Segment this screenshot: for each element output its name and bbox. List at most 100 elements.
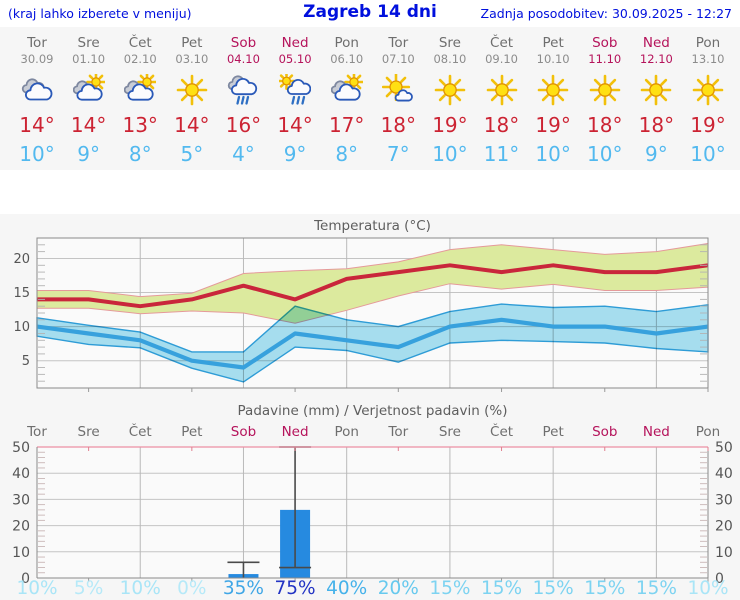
precip-probability: 0% bbox=[177, 578, 207, 599]
day-name: Sre bbox=[77, 35, 100, 51]
min-temp-line bbox=[36, 317, 709, 370]
day-name: Ned bbox=[281, 35, 309, 51]
precip-day-label: Ned bbox=[281, 424, 309, 440]
precip-day-label: Sre bbox=[77, 424, 100, 440]
precip-probability: 5% bbox=[73, 578, 104, 599]
day-name: Čet bbox=[128, 35, 152, 51]
high-temp: 18° bbox=[587, 113, 623, 137]
precip-ytick-right: 50 bbox=[715, 440, 733, 456]
precip-probability: 20% bbox=[377, 578, 419, 599]
day-column: Tor 07.10 18° 7° bbox=[372, 27, 424, 170]
precip-ytick-right: 40 bbox=[715, 466, 733, 482]
day-name: Sob bbox=[230, 35, 257, 51]
day-column: Pon 13.10 19° 10° bbox=[682, 27, 734, 170]
precip-ytick-left: 0 bbox=[21, 571, 30, 587]
precip-ytick-left: 20 bbox=[12, 519, 30, 535]
day-name: Pon bbox=[334, 35, 359, 51]
charts-svg: 5 10 15 20 0 0 10 10 20 20 30 30 40 40 50 50 bbox=[12, 237, 733, 587]
day-column: Sre 01.10 14° 9° bbox=[63, 27, 115, 170]
sunny-icon bbox=[692, 74, 724, 106]
temp-ytick-label: 15 bbox=[13, 286, 30, 301]
partly-icon bbox=[124, 74, 156, 106]
temp-ytick-label: 5 bbox=[22, 354, 30, 369]
partly-icon bbox=[331, 74, 363, 106]
day-name: Ned bbox=[642, 35, 670, 51]
day-name: Pet bbox=[181, 35, 203, 51]
day-column: Čet 02.10 13° 8° bbox=[114, 27, 166, 170]
low-temp: 9° bbox=[283, 142, 307, 166]
low-temp: 10° bbox=[432, 142, 468, 166]
precip-day-label: Pet bbox=[181, 424, 203, 440]
day-date: 01.10 bbox=[72, 52, 106, 66]
day-column: Sre 08.10 19° 10° bbox=[424, 27, 476, 170]
precip-probability: 15% bbox=[635, 578, 677, 599]
precip-day-label: Čet bbox=[128, 424, 152, 440]
day-date: 10.10 bbox=[536, 52, 570, 66]
day-column: Ned 12.10 18° 9° bbox=[630, 27, 682, 170]
precip-whisker bbox=[227, 561, 260, 578]
low-temp: 10° bbox=[19, 142, 55, 166]
precip-ytick-right: 10 bbox=[715, 545, 733, 561]
low-temp: 10° bbox=[690, 142, 726, 166]
precip-probability: 10% bbox=[16, 578, 58, 599]
precipitation-chart-title: Padavine (mm) / Verjetnost padavin (%) bbox=[237, 403, 508, 419]
precip-ytick-left: 30 bbox=[12, 492, 30, 508]
rain-icon bbox=[227, 74, 259, 106]
precip-ytick-left: 40 bbox=[12, 466, 30, 482]
day-column: Ned 05.10 14° 9° bbox=[269, 27, 321, 170]
day-name: Sre bbox=[438, 35, 461, 51]
precip-probability: 15% bbox=[532, 578, 574, 599]
day-date: 08.10 bbox=[433, 52, 467, 66]
high-temp: 19° bbox=[690, 113, 726, 137]
precip-probability: 15% bbox=[429, 578, 471, 599]
low-temp: 9° bbox=[645, 142, 668, 166]
last-update: Zadnja posodobitev: 30.09.2025 - 12:27 bbox=[480, 6, 732, 21]
precip-ytick-right: 0 bbox=[715, 571, 724, 587]
low-temp: 8° bbox=[128, 142, 152, 166]
sunny-icon bbox=[434, 74, 466, 106]
precip-probability: 75% bbox=[274, 578, 316, 599]
day-column: Tor 30.09 14° 10° bbox=[11, 27, 63, 170]
temperature-plot: 5 10 15 20 bbox=[13, 237, 709, 392]
low-temp: 10° bbox=[535, 142, 571, 166]
precip-probability: 10% bbox=[119, 578, 161, 599]
precip-day-label: Pon bbox=[695, 424, 721, 440]
temp-ytick-label: 10 bbox=[13, 320, 30, 335]
precipitation-plot: 0 0 10 10 20 20 30 30 40 40 50 50 bbox=[12, 440, 733, 587]
high-temp: 14° bbox=[19, 113, 55, 137]
precip-day-label: Tor bbox=[388, 424, 409, 440]
sunny-icon bbox=[486, 74, 518, 106]
precip-probability: 15% bbox=[584, 578, 626, 599]
day-date: 05.10 bbox=[278, 52, 312, 66]
high-temp: 19° bbox=[535, 113, 571, 137]
precip-ytick-left: 50 bbox=[12, 440, 30, 456]
low-temp: 9° bbox=[77, 142, 100, 166]
low-temp: 4° bbox=[232, 142, 255, 166]
high-temp: 14° bbox=[277, 113, 313, 137]
precip-ytick-right: 30 bbox=[715, 492, 733, 508]
high-temp: 13° bbox=[122, 113, 158, 137]
day-column: Sob 04.10 16° 4° bbox=[217, 27, 269, 170]
day-column: Pet 03.10 14° 5° bbox=[166, 27, 218, 170]
day-name: Tor bbox=[388, 35, 409, 51]
sunny-icon bbox=[176, 74, 208, 106]
high-temp: 17° bbox=[328, 113, 365, 137]
day-date: 13.10 bbox=[691, 52, 725, 66]
precip-probability: 35% bbox=[222, 578, 265, 599]
day-name: Tor bbox=[27, 35, 47, 51]
day-column: Sob 11.10 18° 10° bbox=[579, 27, 631, 170]
low-temp: 5° bbox=[180, 142, 204, 166]
day-date: 06.10 bbox=[330, 52, 364, 66]
sun-rain-icon bbox=[279, 74, 311, 106]
day-date: 30.09 bbox=[20, 52, 54, 66]
precip-probability: 40% bbox=[326, 578, 368, 599]
temp-ytick-label: 20 bbox=[13, 252, 30, 267]
day-column: Pon 06.10 17° 8° bbox=[321, 27, 373, 170]
day-column: Čet 09.10 18° 11° bbox=[476, 27, 528, 170]
precip-probability: 15% bbox=[480, 578, 523, 599]
day-name: Sob bbox=[592, 35, 618, 51]
forecast-strip: Tor 30.09 14° 10° Sre 01.10 14° 9° Čet 02.10 13° 8°… bbox=[0, 27, 740, 170]
day-date: 07.10 bbox=[381, 52, 415, 66]
menu-hint: (kraj lahko izberete v meniju) bbox=[8, 6, 192, 21]
